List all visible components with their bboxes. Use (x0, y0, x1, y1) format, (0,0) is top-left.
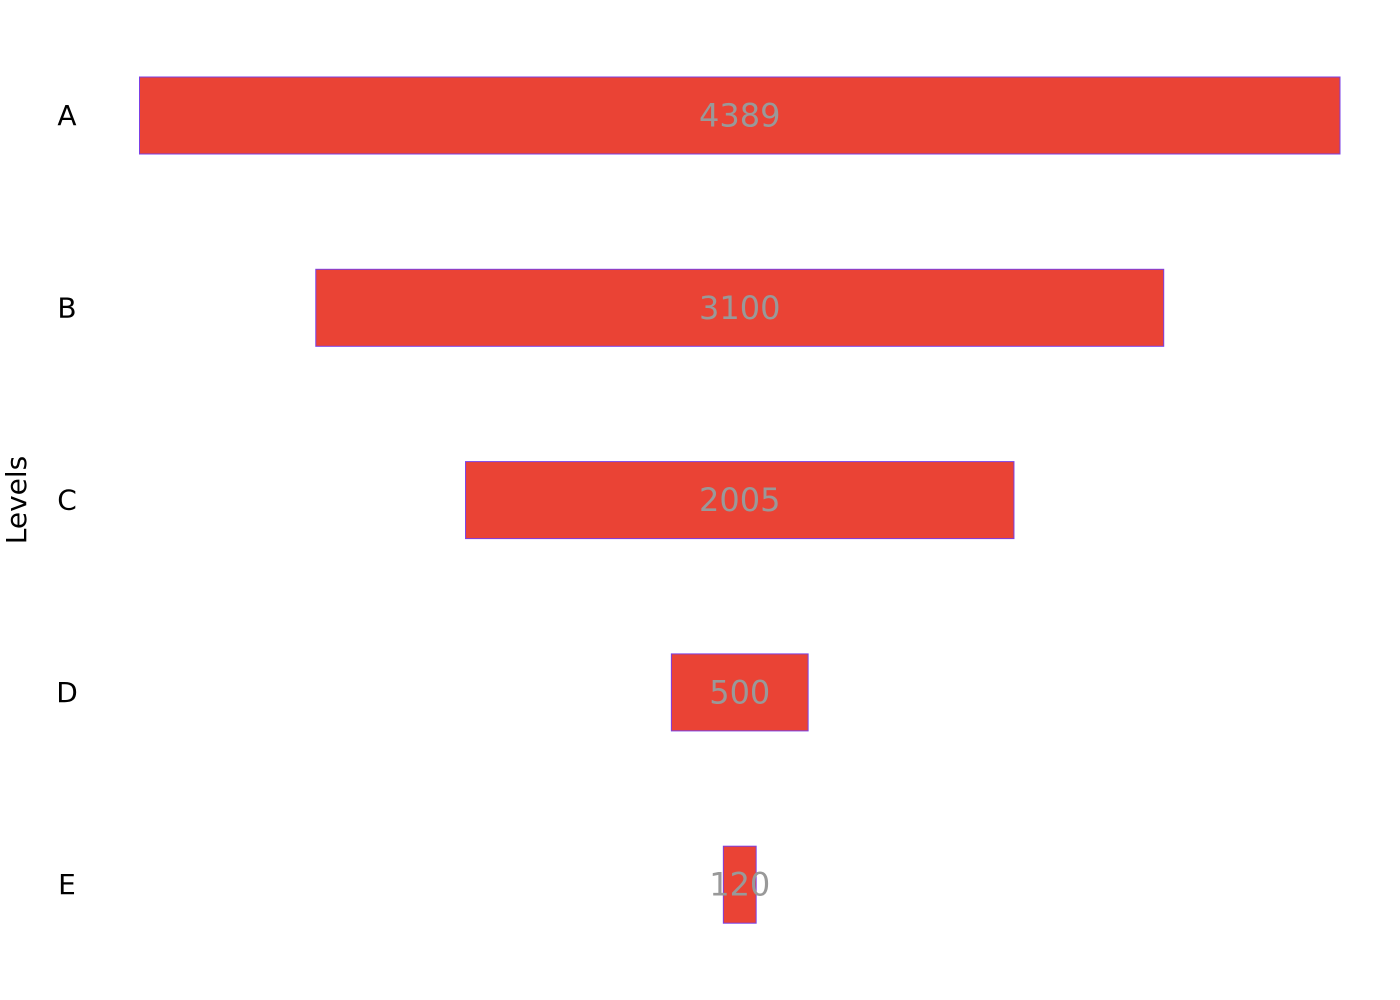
y-axis-title: Levels (0, 456, 33, 545)
y-tick-label-b: B (57, 291, 76, 324)
funnel-bar-d (670, 653, 809, 732)
bar-value-label-d: 500 (709, 673, 770, 711)
funnel-bars (139, 76, 1341, 924)
funnel-bar-b (315, 268, 1165, 347)
bar-value-label-b: 3100 (699, 289, 780, 327)
funnel-bar-a (139, 76, 1341, 155)
y-tick-label-c: C (57, 484, 77, 517)
y-axis-ticks: A B C D E (56, 99, 78, 901)
bar-value-label-e: 120 (709, 866, 770, 904)
funnel-bar-e (722, 845, 757, 924)
bar-value-labels: 4389 3100 2005 500 120 (699, 97, 780, 904)
bar-value-label-a: 4389 (699, 97, 780, 135)
bar-value-label-c: 2005 (699, 481, 780, 519)
y-tick-label-e: E (58, 868, 76, 901)
funnel-bar-c (465, 461, 1015, 540)
y-tick-label-a: A (57, 99, 76, 132)
y-tick-label-d: D (56, 676, 78, 709)
